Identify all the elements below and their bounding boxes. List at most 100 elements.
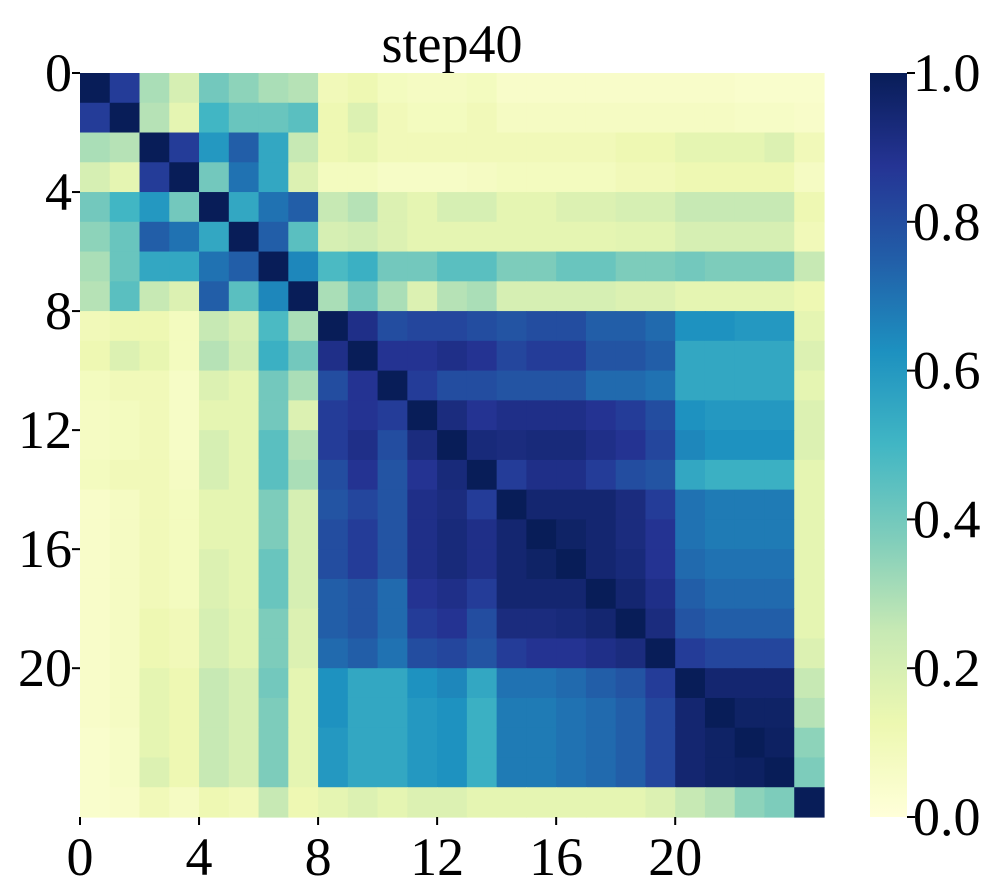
heatmap-cell xyxy=(615,340,647,372)
heatmap-cell xyxy=(318,430,349,461)
heatmap-cell xyxy=(764,757,795,788)
heatmap-cell xyxy=(80,727,111,759)
heatmap-cell xyxy=(704,221,736,253)
heatmap-cell xyxy=(437,340,468,372)
heatmap-cell xyxy=(169,221,200,253)
heatmap-cell xyxy=(407,578,438,610)
heatmap-cell xyxy=(734,281,766,312)
heatmap-cell xyxy=(109,519,141,550)
heatmap-cell xyxy=(199,221,230,253)
colorbar-tick-label: 1.0 xyxy=(913,43,981,103)
y-tick-label: 12 xyxy=(18,400,72,460)
heatmap-cell xyxy=(80,787,111,818)
heatmap-cell xyxy=(80,638,111,669)
heatmap-cell xyxy=(318,608,349,640)
heatmap-cell xyxy=(556,519,587,550)
heatmap-cell xyxy=(169,519,200,550)
heatmap-cell xyxy=(437,281,468,312)
heatmap-cell xyxy=(526,727,557,759)
heatmap-cell xyxy=(704,370,736,401)
heatmap-cell xyxy=(615,459,647,491)
heatmap-cell xyxy=(734,638,766,669)
heatmap-cell xyxy=(377,787,408,818)
heatmap-cell xyxy=(496,221,527,253)
heatmap-cell xyxy=(258,638,289,669)
heatmap-cell xyxy=(764,578,795,610)
heatmap-cell xyxy=(794,340,825,372)
heatmap-cell xyxy=(466,757,498,788)
heatmap-cell xyxy=(139,162,170,193)
heatmap-cell xyxy=(556,697,587,729)
heatmap-cell xyxy=(526,608,557,640)
heatmap-cell xyxy=(585,459,617,491)
heatmap-cell xyxy=(794,489,825,520)
heatmap-cell xyxy=(645,549,676,580)
heatmap-cell xyxy=(556,400,587,431)
heatmap-cell xyxy=(585,132,617,163)
heatmap-cell xyxy=(109,459,141,491)
heatmap-cell xyxy=(675,340,706,372)
heatmap-cell xyxy=(496,668,527,699)
heatmap-cell xyxy=(139,578,170,610)
heatmap-cell xyxy=(675,638,706,669)
heatmap-cell xyxy=(526,221,557,253)
heatmap-cell xyxy=(228,697,260,729)
heatmap-cell xyxy=(169,311,200,342)
heatmap-cell xyxy=(80,162,111,193)
heatmap-cell xyxy=(109,787,141,818)
heatmap-cell xyxy=(437,162,468,193)
heatmap-cell xyxy=(794,132,825,163)
heatmap-cell xyxy=(526,102,557,134)
heatmap-cell xyxy=(437,697,468,729)
heatmap-cell xyxy=(675,102,706,134)
heatmap-cell xyxy=(556,251,587,282)
heatmap-cell xyxy=(556,459,587,491)
heatmap-cell xyxy=(288,519,319,550)
heatmap-cell xyxy=(377,311,408,342)
heatmap-cell xyxy=(169,102,200,134)
heatmap-cell xyxy=(377,73,408,104)
heatmap-cell xyxy=(288,489,319,520)
heatmap-cell xyxy=(794,281,825,312)
heatmap-cell xyxy=(347,489,379,520)
heatmap-cell xyxy=(734,311,766,342)
heatmap-cell xyxy=(109,668,141,699)
heatmap-cell xyxy=(526,400,557,431)
heatmap-cell xyxy=(199,459,230,491)
heatmap-cell xyxy=(794,251,825,282)
heatmap-cell xyxy=(407,489,438,520)
heatmap-cell xyxy=(258,608,289,640)
heatmap-cell xyxy=(675,697,706,729)
heatmap-cell xyxy=(585,608,617,640)
heatmap-cell xyxy=(199,102,230,134)
heatmap-cell xyxy=(526,311,557,342)
heatmap-cell xyxy=(139,459,170,491)
heatmap-cell xyxy=(585,757,617,788)
heatmap-cell xyxy=(466,400,498,431)
heatmap-cell xyxy=(645,162,676,193)
heatmap-cell xyxy=(80,132,111,163)
heatmap-cell xyxy=(794,638,825,669)
heatmap-cell xyxy=(645,400,676,431)
heatmap-cell xyxy=(228,459,260,491)
heatmap-cell xyxy=(704,281,736,312)
heatmap-cell xyxy=(80,192,111,223)
heatmap-cell xyxy=(377,430,408,461)
heatmap-cell xyxy=(615,102,647,134)
heatmap-cell xyxy=(347,102,379,134)
heatmap-cell xyxy=(80,489,111,520)
heatmap-cell xyxy=(496,311,527,342)
heatmap-cell xyxy=(228,608,260,640)
heatmap-cell xyxy=(258,132,289,163)
heatmap-cell xyxy=(139,787,170,818)
heatmap-cell xyxy=(675,281,706,312)
heatmap-cell xyxy=(794,787,825,818)
heatmap-cell xyxy=(318,697,349,729)
heatmap-cell xyxy=(556,281,587,312)
heatmap-cell xyxy=(199,638,230,669)
heatmap-cell xyxy=(675,489,706,520)
heatmap-cell xyxy=(556,73,587,104)
heatmap-cell xyxy=(675,370,706,401)
heatmap-cell xyxy=(645,311,676,342)
heatmap-cell xyxy=(585,340,617,372)
